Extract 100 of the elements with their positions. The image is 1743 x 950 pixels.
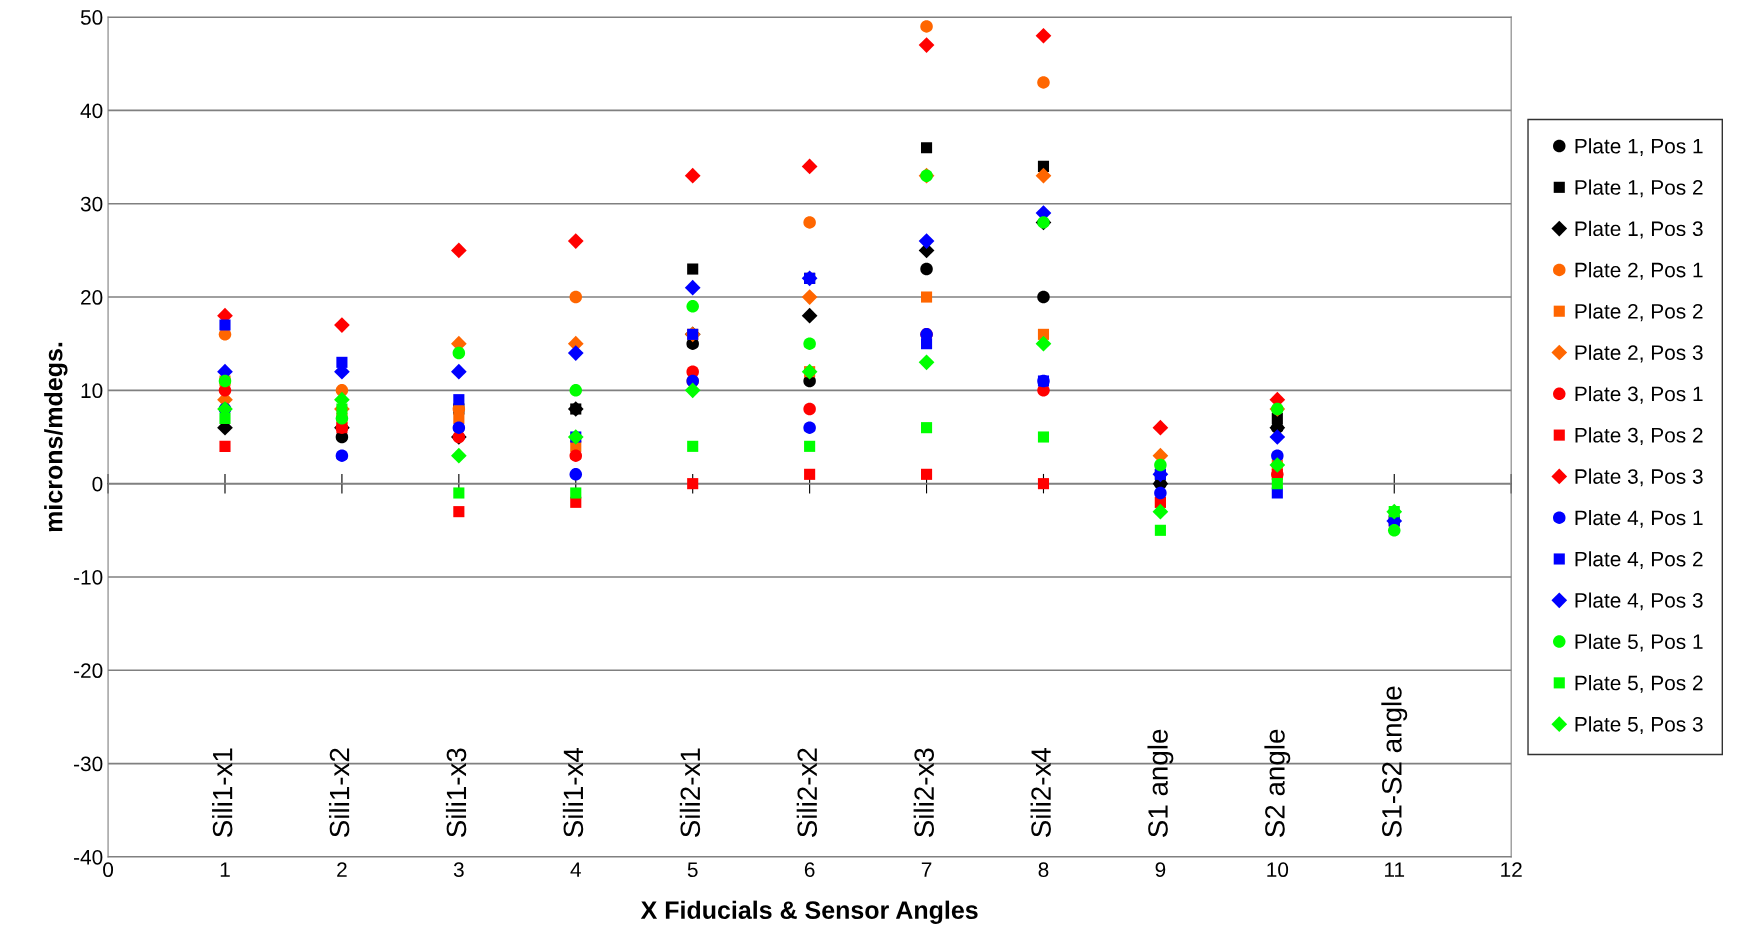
legend-label: Plate 5, Pos 3	[1575, 716, 1703, 735]
point	[569, 449, 583, 462]
point	[687, 478, 699, 490]
point	[686, 300, 699, 313]
annotation: S1-S2 angle	[1381, 686, 1408, 837]
y-tick-label: 30	[80, 196, 103, 212]
point	[453, 506, 465, 518]
point	[804, 468, 816, 480]
y-tick-label: -40	[74, 849, 103, 865]
legend-label: Plate 1, Pos 3	[1575, 220, 1703, 239]
annotation: S1 angle	[1147, 729, 1174, 837]
point	[920, 291, 933, 303]
annotation: Sili2-x1	[679, 748, 701, 837]
point	[920, 142, 933, 154]
point	[334, 317, 350, 333]
point	[1035, 335, 1052, 352]
x-tick-label: 4	[570, 862, 581, 877]
point	[1037, 290, 1050, 304]
point	[453, 487, 465, 499]
point	[567, 345, 584, 361]
point	[1035, 167, 1052, 184]
point	[1035, 27, 1052, 44]
x-tick-label: 7	[921, 862, 932, 877]
point	[684, 167, 701, 184]
y-tick-label: 50	[80, 10, 103, 25]
point	[453, 394, 465, 406]
legend-label: Plate 5, Pos 2	[1575, 675, 1703, 693]
point	[803, 337, 816, 350]
x-tick-label: 0	[103, 862, 114, 878]
point	[335, 449, 349, 462]
point	[1037, 478, 1050, 490]
point	[450, 242, 467, 259]
point	[452, 346, 466, 360]
legend-label: Plate 1, Pos 2	[1575, 179, 1703, 198]
legend-label: Plate 5, Pos 1	[1575, 633, 1703, 652]
x-tick-label: 10	[1267, 862, 1289, 878]
legend-label: Plate 1, Pos 1	[1575, 138, 1703, 156]
legend-label: Plate 3, Pos 1	[1575, 385, 1703, 404]
legend-label: Plate 2, Pos 2	[1575, 303, 1703, 322]
y-axis-title: microns/mdegs.	[44, 342, 68, 532]
point	[920, 262, 933, 276]
point	[1037, 76, 1050, 89]
point	[219, 319, 231, 331]
point	[803, 402, 816, 416]
point	[687, 263, 699, 275]
point	[920, 20, 933, 33]
point	[1388, 524, 1401, 537]
annotation: Sili1-x4	[562, 747, 584, 837]
y-tick-label: -30	[74, 756, 103, 772]
point	[219, 412, 231, 424]
y-tick-label: 40	[80, 103, 103, 119]
point	[684, 279, 701, 296]
point	[569, 468, 583, 481]
point	[1154, 524, 1166, 536]
x-tick-label: 5	[687, 862, 698, 878]
point	[918, 37, 935, 53]
point	[1037, 431, 1050, 443]
point	[1152, 419, 1169, 436]
x-tick-label: 8	[1038, 862, 1049, 878]
point	[219, 440, 231, 452]
legend-label: Plate 3, Pos 2	[1575, 427, 1703, 446]
annotation: Sili2-x4	[1030, 747, 1051, 837]
point	[918, 233, 935, 249]
y-tick-label: 0	[92, 476, 103, 492]
point	[1269, 429, 1286, 445]
x-tick-label: 6	[804, 862, 815, 878]
legend-label: Plate 2, Pos 3	[1575, 344, 1703, 363]
x-axis-title: X Fiducials & Sensor Angles	[640, 900, 978, 925]
point	[1154, 458, 1167, 472]
x-tick-label: 1	[220, 862, 230, 877]
point	[569, 384, 583, 397]
point	[1037, 375, 1050, 387]
y-tick-label: -10	[74, 569, 103, 585]
annotation: Sili2-x2	[796, 748, 818, 837]
x-tick-label: 12	[1501, 862, 1522, 877]
point	[452, 421, 466, 434]
annotation: Sili1-x2	[328, 748, 350, 837]
x-tick-label: 3	[453, 862, 464, 878]
annotation: Sili1-x3	[445, 748, 467, 837]
point	[803, 216, 816, 229]
legend-label: Plate 4, Pos 1	[1575, 509, 1703, 528]
point	[1271, 478, 1283, 490]
point	[567, 233, 584, 249]
point	[801, 307, 818, 324]
point	[804, 440, 816, 452]
point	[450, 447, 467, 464]
y-tick-label: 20	[81, 290, 103, 305]
point	[920, 422, 933, 434]
point	[687, 440, 699, 452]
point	[920, 338, 933, 350]
point	[801, 158, 818, 175]
y-tick-label: 10	[81, 383, 103, 399]
point	[1152, 503, 1169, 520]
point	[684, 382, 701, 399]
annotation: Sili2-x3	[913, 748, 935, 837]
point	[803, 421, 816, 434]
point	[920, 468, 933, 480]
point	[918, 354, 935, 371]
legend-label: Plate 2, Pos 1	[1575, 262, 1703, 280]
point	[450, 363, 467, 380]
